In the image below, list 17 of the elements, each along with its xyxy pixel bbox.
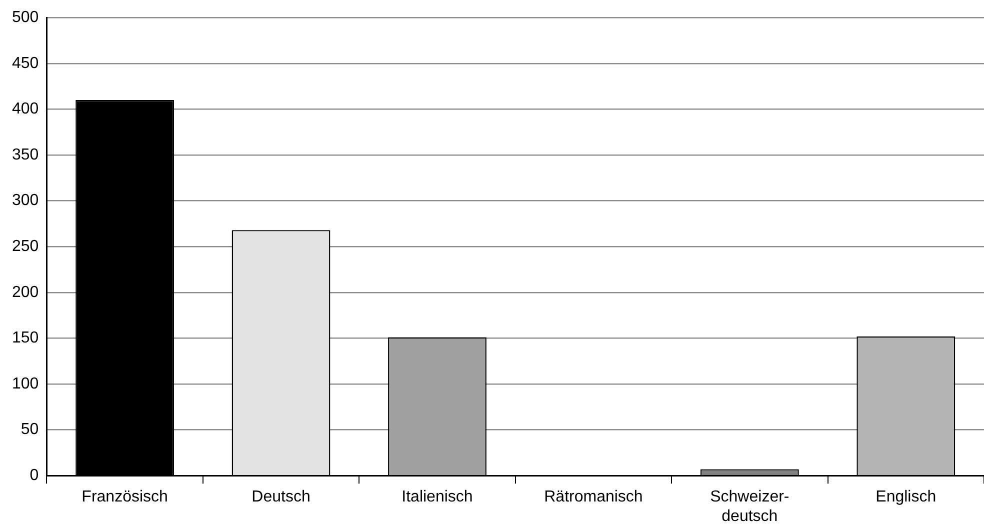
y-tick-label: 350	[12, 146, 39, 164]
y-tick-label: 150	[12, 330, 39, 347]
x-tick-label: Italienisch	[402, 488, 473, 506]
y-tick-label: 400	[12, 100, 39, 118]
x-tick-label: Deutsch	[252, 488, 310, 506]
y-tick-label: 0	[30, 467, 39, 484]
y-tick-label: 250	[12, 238, 39, 256]
x-tick-label: Schweizer- deutsch	[710, 488, 790, 525]
y-tick-label: 200	[12, 284, 39, 301]
y-tick-label: 300	[12, 192, 39, 210]
y-tick-label: 500	[12, 9, 39, 26]
x-tick-label: Französisch	[82, 488, 168, 506]
y-tick-label: 100	[12, 375, 39, 392]
y-tick-label: 450	[12, 54, 39, 72]
x-tick-label: Englisch	[876, 488, 936, 506]
y-tick-label: 50	[20, 421, 39, 438]
x-tick-label: Rätromanisch	[544, 488, 643, 506]
